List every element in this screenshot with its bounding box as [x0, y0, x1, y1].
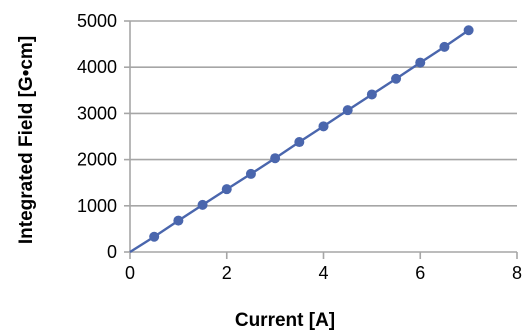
data-point-7 — [294, 137, 305, 148]
data-point-6 — [270, 153, 281, 164]
x-tick-labels: 0 2 4 6 8 — [125, 263, 522, 283]
x-tick-label-8: 8 — [512, 263, 522, 283]
data-point-12 — [415, 57, 426, 68]
x-tick-label-6: 6 — [415, 263, 425, 283]
data-point-4 — [221, 184, 232, 195]
data-point-14 — [463, 25, 474, 36]
x-tick-label-4: 4 — [318, 263, 328, 283]
data-point-9 — [342, 105, 353, 116]
y-axis-title: Integrated Field [G•cm] — [16, 36, 37, 244]
data-point-5 — [245, 168, 256, 179]
y-tick-label-3000: 3000 — [77, 103, 117, 123]
data-point-10 — [366, 89, 377, 100]
y-tick-label-5000: 5000 — [77, 11, 117, 31]
data-point-11 — [391, 73, 402, 84]
y-tick-label-1000: 1000 — [77, 196, 117, 216]
data-series — [129, 25, 474, 254]
y-tick-label-2000: 2000 — [77, 150, 117, 170]
axes — [124, 20, 518, 259]
y-tick-label-0: 0 — [107, 242, 117, 262]
data-point-2 — [173, 215, 184, 226]
data-point-3 — [197, 199, 208, 210]
gridlines — [130, 20, 517, 207]
y-tick-labels: 0 1000 2000 3000 4000 5000 — [77, 11, 117, 262]
data-point-1 — [149, 231, 160, 242]
y-tick-label-4000: 4000 — [77, 57, 117, 77]
x-tick-label-2: 2 — [222, 263, 232, 283]
x-tick-label-0: 0 — [125, 263, 135, 283]
x-axis-title: Current [A] — [235, 310, 335, 330]
data-point-13 — [439, 41, 450, 52]
data-point-8 — [318, 121, 329, 132]
